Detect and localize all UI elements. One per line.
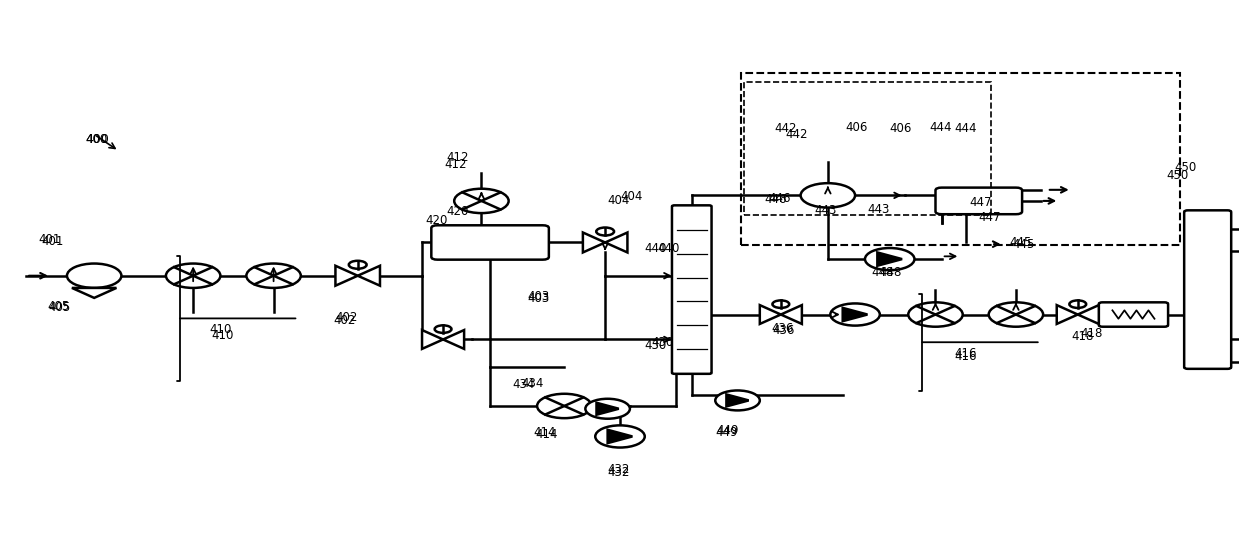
Text: 432: 432 [608,463,630,476]
Text: 404: 404 [620,190,642,203]
Text: 450: 450 [1167,169,1189,183]
Text: 410: 410 [212,329,234,341]
Polygon shape [336,266,357,286]
Polygon shape [443,330,464,349]
Text: 434: 434 [521,377,543,390]
Text: 414: 414 [536,428,558,441]
FancyBboxPatch shape [672,206,712,374]
Text: 447: 447 [978,211,1001,224]
FancyBboxPatch shape [1099,302,1168,327]
Text: 406: 406 [890,123,913,135]
Text: 418: 418 [1071,330,1094,343]
Text: 406: 406 [846,121,868,134]
Polygon shape [727,394,749,407]
FancyBboxPatch shape [432,225,549,260]
Text: 449: 449 [715,426,738,439]
Text: 401: 401 [38,233,61,246]
Text: 402: 402 [334,314,356,327]
Circle shape [715,390,760,411]
Text: 400: 400 [86,134,109,146]
Text: 430: 430 [645,339,667,351]
Polygon shape [605,232,627,252]
Polygon shape [878,252,901,266]
Circle shape [831,304,880,326]
Text: 416: 416 [954,350,977,363]
Circle shape [866,248,914,270]
Circle shape [348,261,367,268]
Text: 412: 412 [444,158,466,172]
Polygon shape [1078,305,1099,324]
Text: 446: 446 [765,193,787,206]
Circle shape [908,302,962,327]
Text: 448: 448 [880,266,903,280]
Text: 442: 442 [786,128,808,141]
Text: 440: 440 [657,242,680,255]
Text: 420: 420 [425,214,448,227]
Text: 450: 450 [1174,161,1197,174]
Circle shape [166,263,221,288]
Polygon shape [583,232,605,252]
Polygon shape [608,430,632,443]
Text: 403: 403 [527,290,549,303]
Text: 443: 443 [815,204,837,217]
Text: 412: 412 [446,151,469,164]
Text: 420: 420 [446,206,469,218]
FancyBboxPatch shape [935,188,1022,214]
Text: 401: 401 [41,235,63,248]
Text: 430: 430 [651,336,673,349]
Polygon shape [781,305,802,324]
Polygon shape [422,330,443,349]
Text: 447: 447 [968,196,992,209]
Circle shape [67,263,122,288]
Text: 444: 444 [954,123,977,135]
Circle shape [773,300,789,308]
Text: 448: 448 [872,266,894,280]
Text: 436: 436 [773,324,795,336]
Text: 404: 404 [608,194,630,207]
Text: 405: 405 [47,300,69,312]
Circle shape [595,426,645,447]
Text: 405: 405 [48,301,71,314]
Polygon shape [357,266,379,286]
Text: 400: 400 [86,134,108,146]
Text: 440: 440 [645,242,667,255]
Text: 445: 445 [1009,236,1032,249]
Polygon shape [760,305,781,324]
Text: 436: 436 [771,322,794,335]
Text: 403: 403 [527,292,549,305]
Circle shape [537,394,591,418]
FancyBboxPatch shape [1184,211,1231,369]
Polygon shape [72,288,117,298]
Circle shape [247,263,301,288]
Text: 449: 449 [717,424,739,437]
Polygon shape [1056,305,1078,324]
Text: 402: 402 [336,311,358,324]
Text: 432: 432 [608,466,630,479]
Circle shape [435,325,451,333]
Text: 443: 443 [868,203,890,216]
Text: 445: 445 [1012,238,1034,251]
Text: 446: 446 [769,192,791,204]
Circle shape [585,399,630,419]
Text: 414: 414 [533,426,556,439]
Text: 444: 444 [929,121,952,134]
Text: 434: 434 [512,378,534,392]
Text: 442: 442 [775,123,797,135]
Circle shape [454,189,508,213]
Circle shape [988,302,1043,327]
Circle shape [1069,300,1086,308]
Circle shape [801,183,856,208]
Polygon shape [596,403,619,415]
Text: 416: 416 [954,347,977,360]
Polygon shape [843,308,868,321]
Text: 418: 418 [1080,328,1102,340]
Text: 410: 410 [210,323,232,336]
Circle shape [596,227,614,236]
